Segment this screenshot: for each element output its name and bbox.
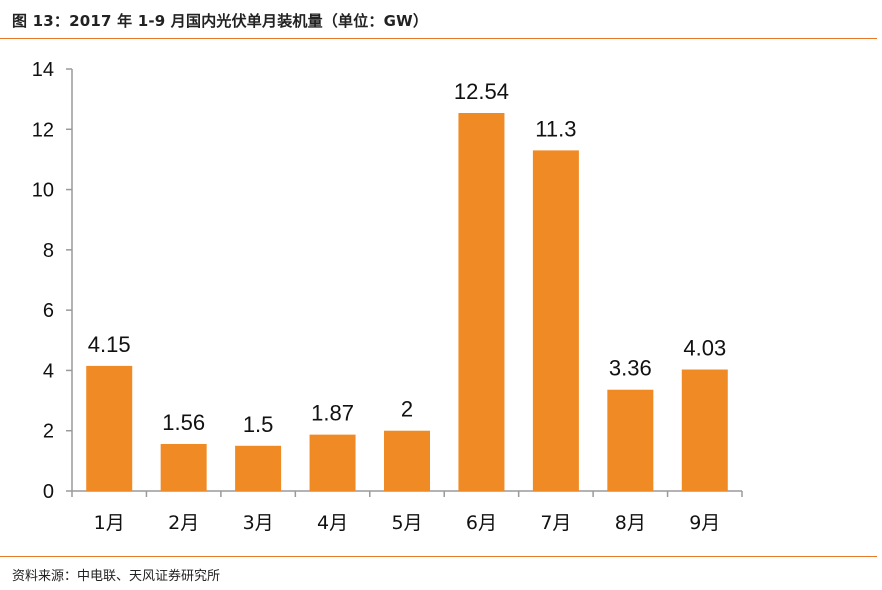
source-note: 资料来源：中电联、天风证券研究所: [12, 569, 221, 584]
data-label: 1.5: [243, 412, 274, 437]
x-axis: 1月 2月 3月 4月 5月 6月 7月 8月 9月: [71, 490, 743, 534]
bar: [681, 369, 728, 491]
figure-title: 图 13：2017 年 1-9 月国内光伏单月装机量（单位：GW）: [12, 12, 429, 30]
x-tick-label: 4月: [317, 512, 348, 534]
x-tick-label: 9月: [689, 512, 720, 534]
bar-series: [86, 113, 728, 491]
x-tick-label: 2月: [168, 512, 199, 534]
data-label: 12.54: [454, 79, 509, 104]
x-tick-label: 1月: [94, 512, 125, 534]
data-label: 4.15: [88, 332, 131, 357]
bar: [607, 389, 654, 491]
bar: [86, 365, 133, 491]
data-label: 2: [401, 397, 413, 422]
y-axis: 0 2 4 6 8 10 12 14: [32, 59, 73, 503]
x-tick-label: 5月: [391, 512, 422, 534]
x-tick-label: 8月: [615, 512, 646, 534]
y-tick-label: 4: [43, 360, 54, 382]
y-tick-label: 12: [32, 119, 54, 141]
bar: [309, 434, 356, 491]
bar: [532, 150, 579, 491]
y-tick-label: 10: [32, 180, 54, 202]
data-labels: 4.15 1.56 1.5 1.87 2 12.54 11.3 3.36 4.03: [88, 79, 726, 437]
y-tick-label: 14: [32, 59, 54, 81]
title-divider: [0, 38, 877, 39]
y-tick-label: 8: [43, 240, 54, 262]
x-tick-label: 3月: [243, 512, 274, 534]
footer-divider: [0, 556, 877, 557]
bar: [160, 443, 207, 491]
data-label: 4.03: [683, 336, 726, 361]
bar: [235, 445, 282, 491]
bar: [458, 113, 505, 491]
data-label: 1.87: [311, 401, 354, 426]
x-tick-label: 7月: [540, 512, 571, 534]
bar: [384, 430, 430, 491]
y-tick-label: 6: [43, 300, 54, 322]
x-tick-label: 6月: [466, 512, 497, 534]
data-label: 3.36: [609, 356, 652, 381]
data-label: 11.3: [535, 116, 576, 141]
y-tick-label: 0: [43, 481, 54, 503]
y-tick-label: 2: [43, 421, 54, 443]
data-label: 1.56: [162, 410, 205, 435]
